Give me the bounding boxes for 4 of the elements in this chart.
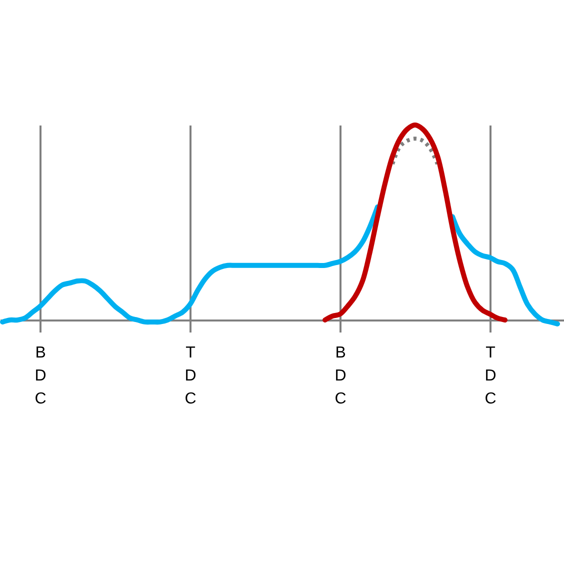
x-tick-label: BDC [334,344,346,408]
x-tick-label: TDC [184,344,196,408]
x-tick-label: BDC [34,344,46,408]
x-tick-label: TDC [484,344,496,408]
